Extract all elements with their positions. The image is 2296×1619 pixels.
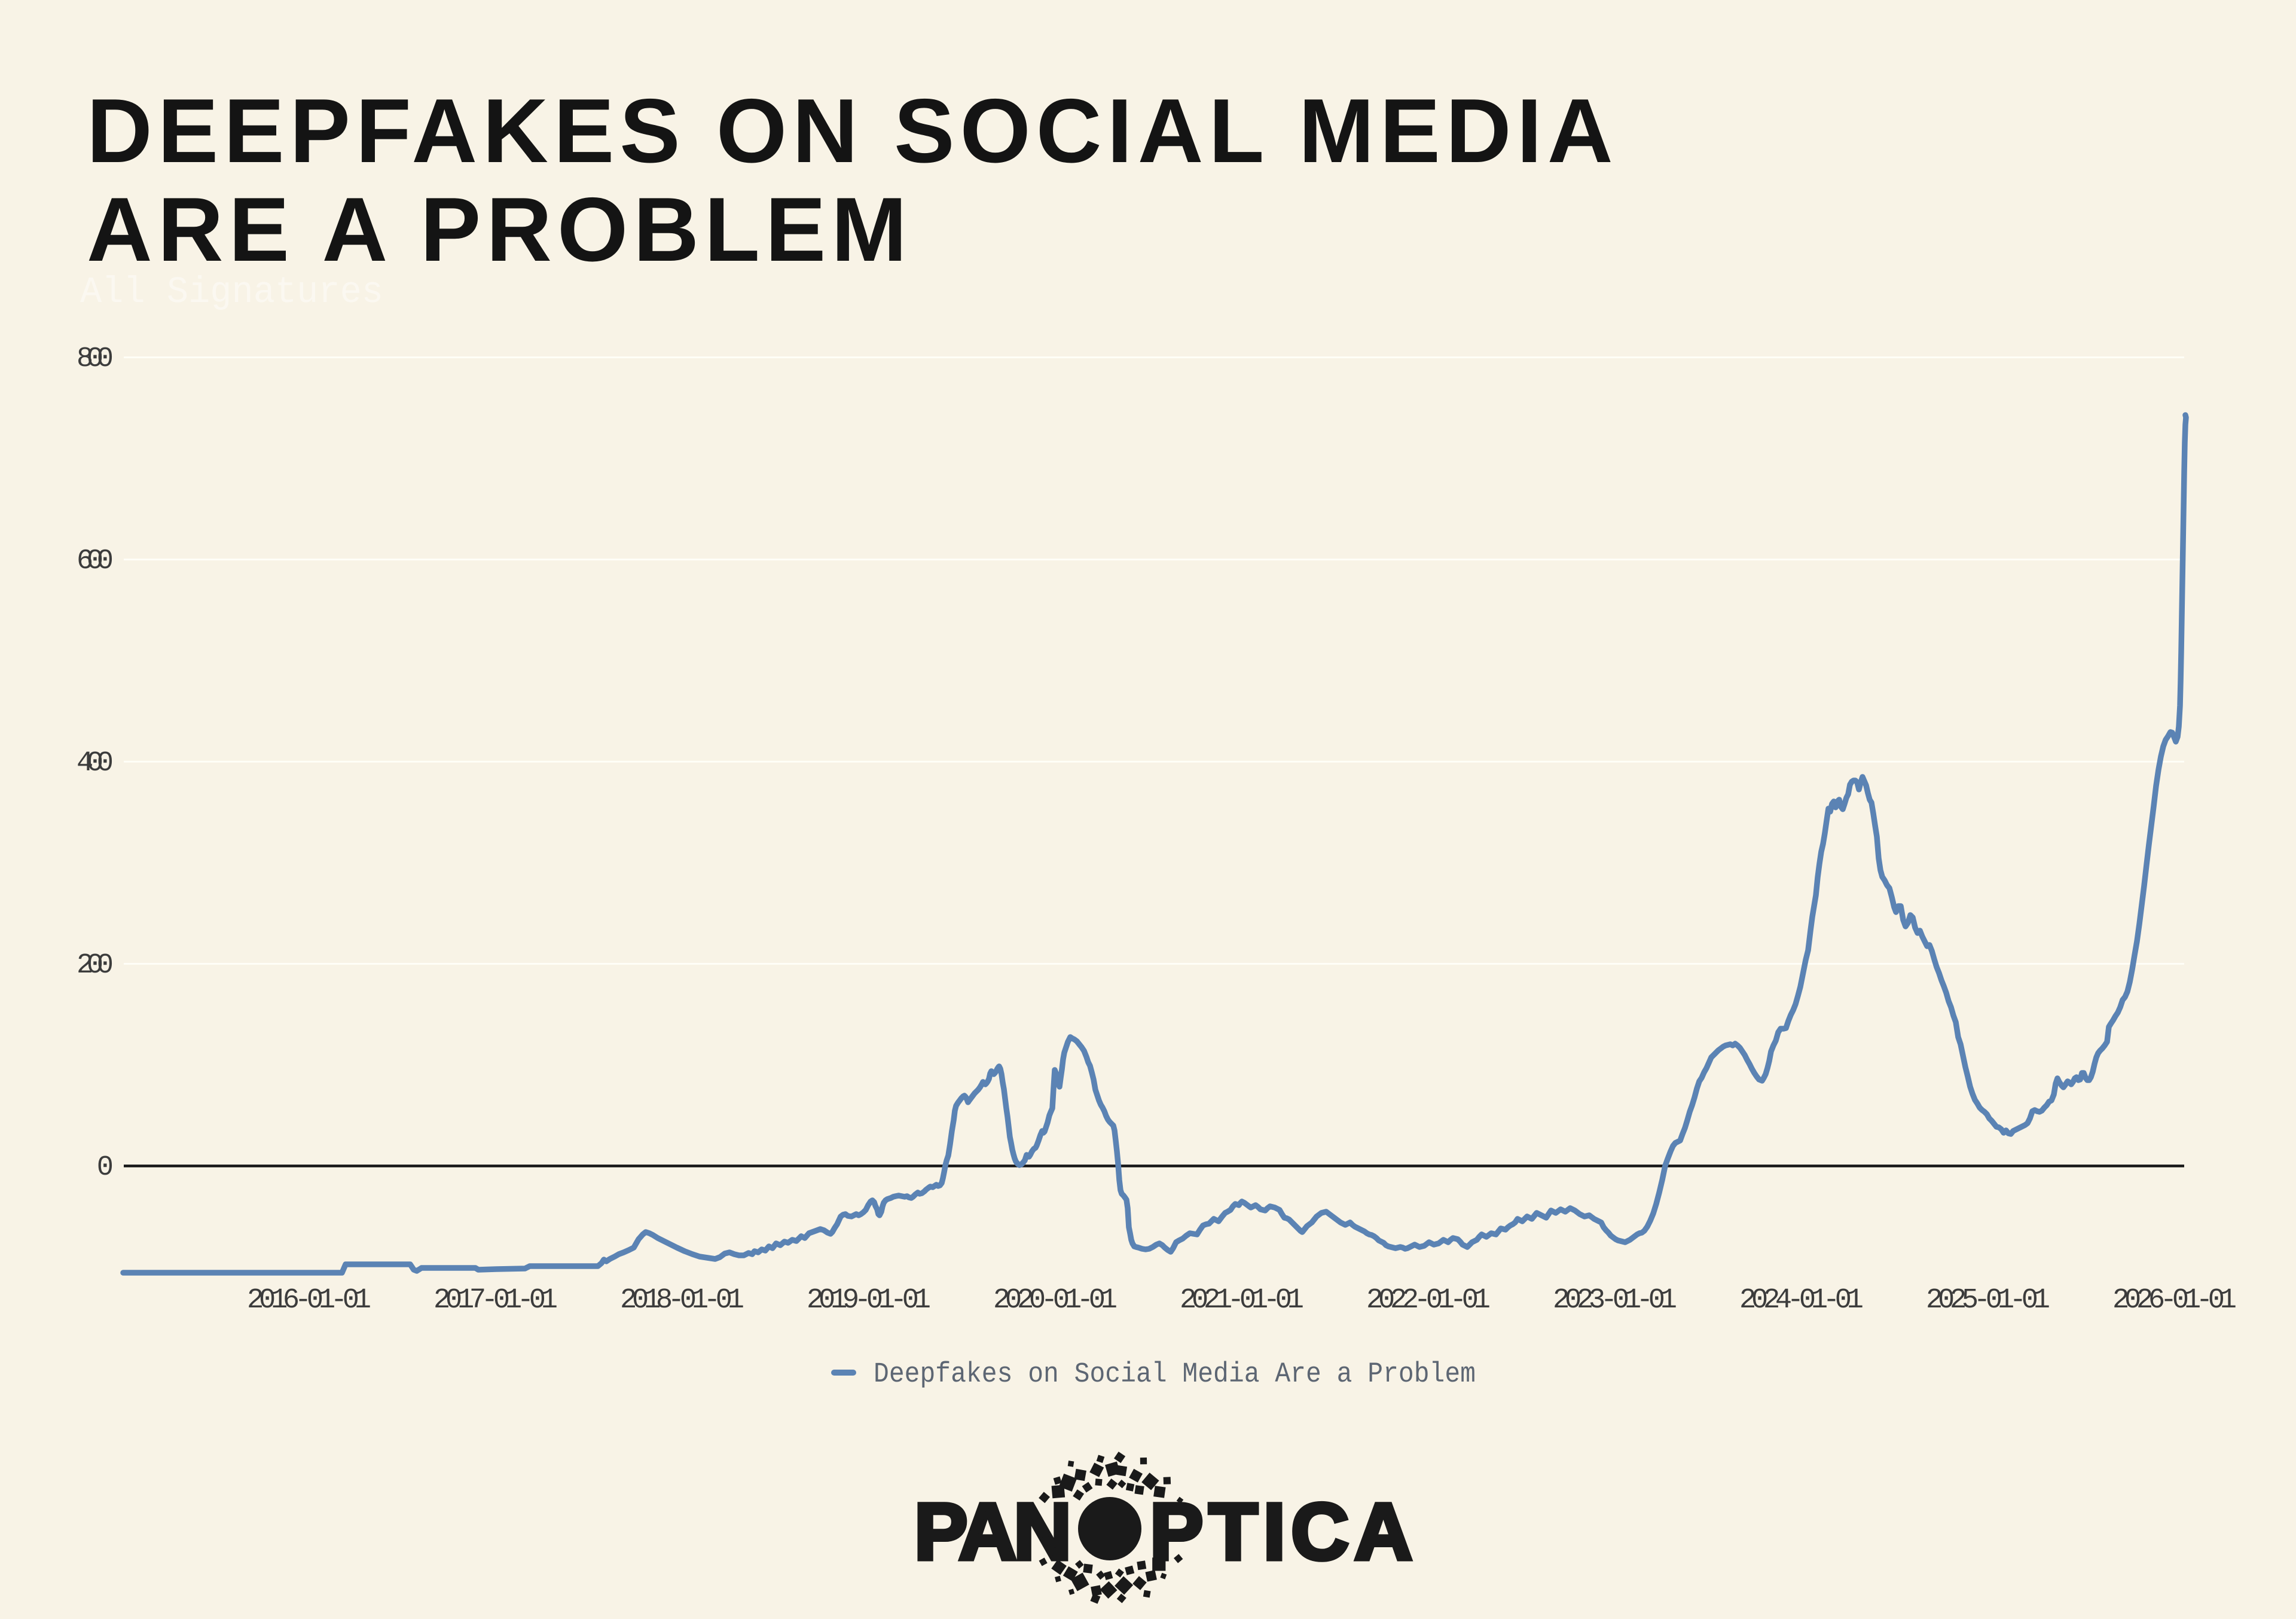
svg-text:2024-01-01: 2024-01-01 [1739,1285,1864,1316]
svg-text:2026-01-01: 2026-01-01 [2112,1285,2237,1316]
svg-text:600: 600 [77,545,114,577]
svg-text:0: 0 [97,1152,114,1184]
svg-text:All Signatures: All Signatures [80,271,383,313]
svg-text:PAN: PAN [914,1487,1071,1577]
svg-text:400: 400 [77,748,114,779]
svg-text:2018-01-01: 2018-01-01 [620,1285,744,1316]
svg-text:2021-01-01: 2021-01-01 [1180,1285,1304,1316]
svg-text:2025-01-01: 2025-01-01 [1926,1285,2050,1316]
svg-text:200: 200 [77,950,114,981]
svg-text:2017-01-01: 2017-01-01 [433,1285,558,1316]
svg-text:2020-01-01: 2020-01-01 [993,1285,1118,1316]
svg-text:Deepfakes on Social Media Are: Deepfakes on Social Media Are a Problem [874,1359,1476,1391]
svg-text:2019-01-01: 2019-01-01 [807,1285,931,1316]
svg-text:2022-01-01: 2022-01-01 [1366,1285,1491,1316]
svg-text:2023-01-01: 2023-01-01 [1553,1285,1677,1316]
svg-text:2016-01-01: 2016-01-01 [247,1285,371,1316]
svg-text:800: 800 [77,343,114,375]
svg-text:PTICA: PTICA [1150,1487,1412,1577]
